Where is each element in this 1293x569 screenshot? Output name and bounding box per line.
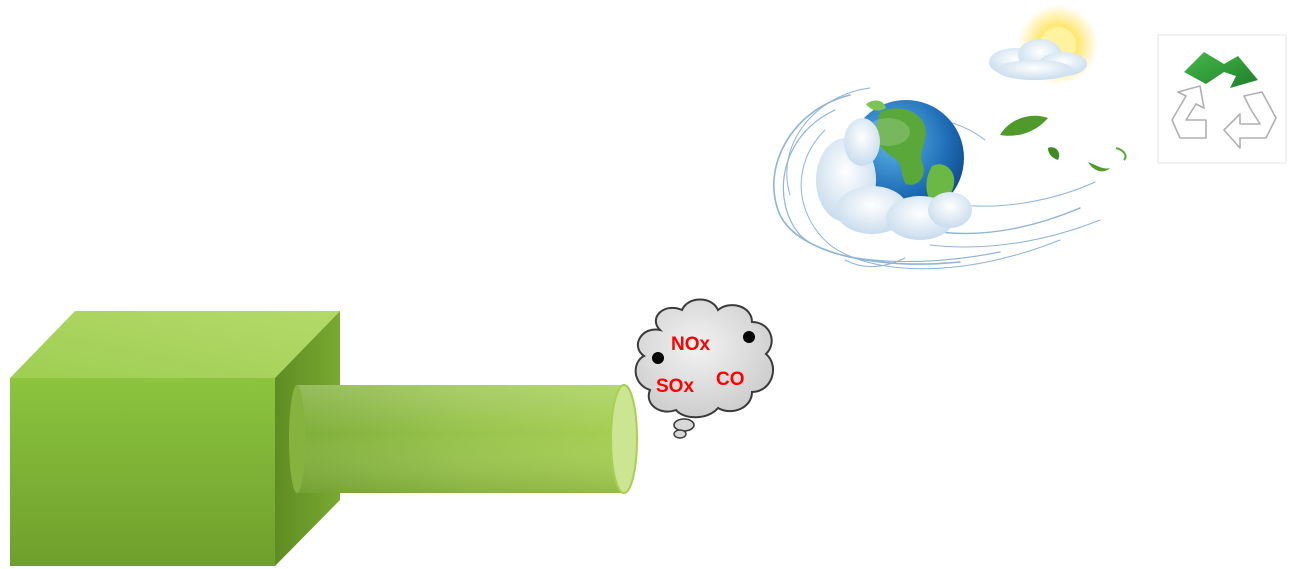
soot-particle (743, 331, 755, 343)
recycle-arrow-outline-left (1171, 85, 1207, 139)
emission-cloud: NOx SOx CO (634, 298, 775, 439)
emission-label-co: CO (716, 369, 745, 390)
machine-box-top (10, 311, 340, 378)
exhaust-pipe-opening (610, 384, 638, 494)
cloud-icon (989, 39, 1087, 80)
machine-box (10, 311, 340, 566)
exhaust-pipe-inner-end (289, 385, 305, 493)
wind-swirl-icon (773, 87, 1101, 270)
recycle-arrow-green (1184, 52, 1258, 88)
globe-icon (816, 100, 972, 240)
eco-illustration (773, 5, 1127, 270)
recycle-icon (1157, 34, 1287, 164)
cloud-tail-bubble (673, 418, 695, 432)
cloud-tail-bubble (673, 429, 687, 439)
leaf-icon (1000, 115, 1127, 172)
exhaust-pipe (289, 384, 638, 494)
emission-label-nox: NOx (671, 334, 711, 355)
emission-label-sox: SOx (656, 376, 694, 397)
recycle-arrow-outline-right (1223, 91, 1277, 149)
cloud-icon (634, 298, 775, 419)
machine-box-front (10, 378, 275, 566)
soot-particle (652, 352, 664, 364)
